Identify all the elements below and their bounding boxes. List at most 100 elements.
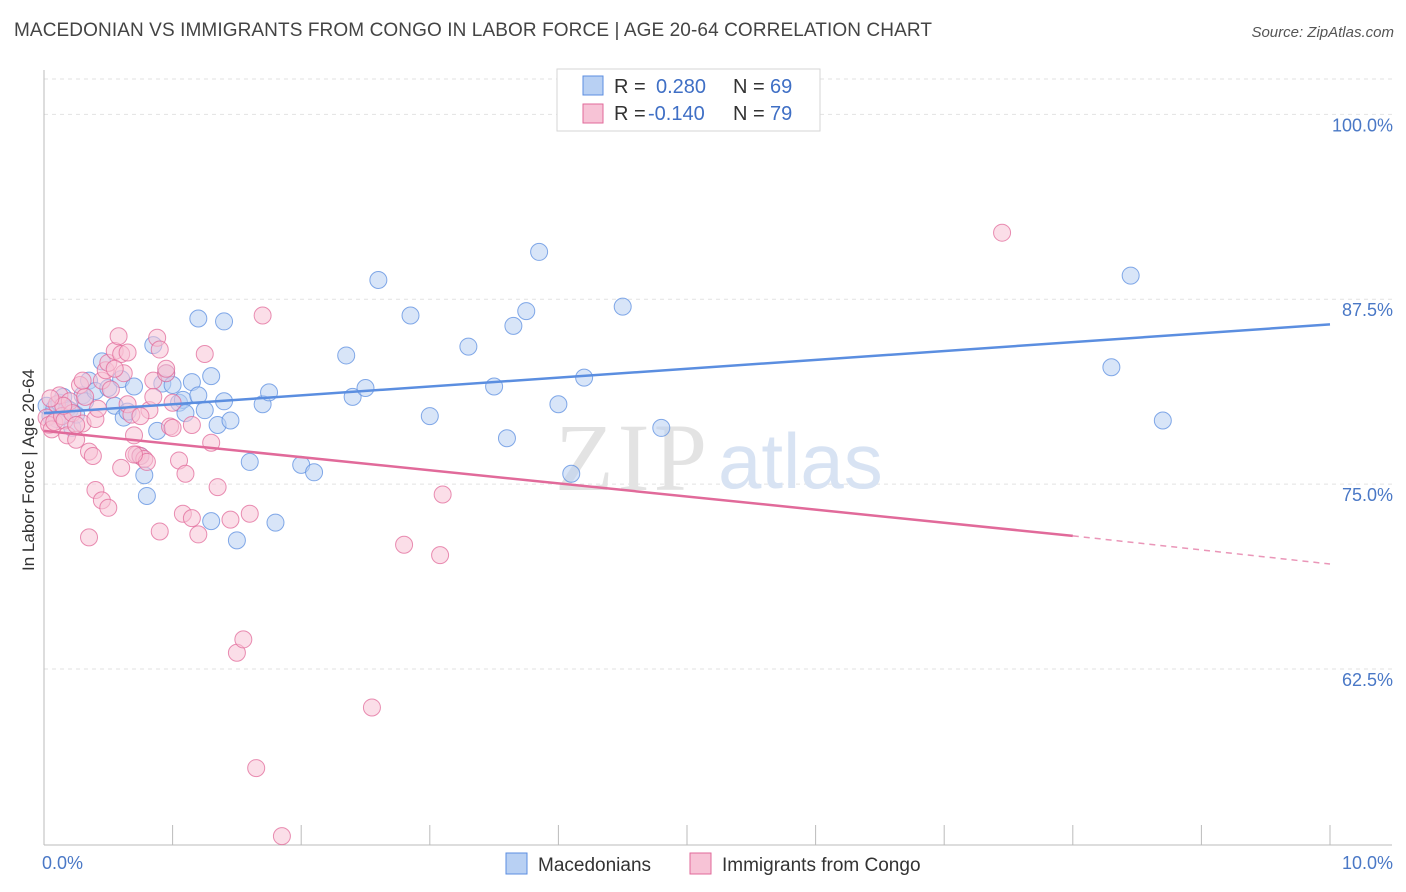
macedonian-point [337,346,356,365]
congo-point [163,418,182,437]
macedonian-point [401,306,420,325]
macedonian-point [504,316,523,335]
congo-point [208,478,227,497]
macedonian-point [652,418,671,437]
congo-point [109,327,128,346]
macedonian-trend-line [43,323,1331,415]
congo-point [182,415,201,434]
congo-point [157,359,176,378]
congo-point [182,509,201,528]
congo-point [195,344,214,363]
macedonian-point [215,312,234,331]
congo-point [112,458,131,477]
congo-point [67,415,86,434]
watermark: ZIP atlas [555,404,883,511]
macedonian-point [202,367,221,386]
y-tick-label: 75.0% [1342,485,1393,505]
chart-title: MACEDONIAN VS IMMIGRANTS FROM CONGO IN L… [14,20,933,41]
macedonian-point [221,411,240,430]
macedonian-point [305,463,324,482]
macedonian-point [1153,411,1172,430]
y-axis-label: In Labor Force | Age 20-64 [19,369,38,571]
tick-labels: 100.0% 87.5% 75.0% 62.5% 0.0% 10.0% [42,115,1393,873]
macedonian-point [202,512,221,531]
macedonian-point [549,395,568,414]
bottom-legend-swatch-congo [689,852,712,875]
congo-point [234,630,253,649]
macedonian-point [356,378,375,397]
trend-lines [43,323,1331,565]
y-tick-label: 62.5% [1342,670,1393,690]
congo-point [83,447,102,466]
congo-point [176,464,195,483]
legend-swatch-congo [582,103,604,124]
congo-point [80,528,99,547]
legend-n-value-1: 69 [770,76,792,98]
congo-point [433,485,452,504]
congo-trend-line-extension [1072,535,1331,565]
congo-trend-line [43,429,1073,538]
legend-swatch-macedonians [582,75,604,96]
macedonian-point [227,531,246,550]
grid-lines [44,78,1392,670]
macedonian-point [517,302,536,321]
macedonian-point [562,464,581,483]
congo-point [144,387,163,406]
macedonian-point [195,401,214,420]
congo-point [150,340,169,359]
congo-point [993,223,1012,242]
legend-r-value-1: 0.280 [656,76,706,98]
congo-point [99,498,118,517]
macedonian-point [125,377,144,396]
y-tick-label: 100.0% [1332,115,1393,135]
congo-point [41,389,60,408]
macedonian-point [420,407,439,426]
macedonian-point [575,368,594,387]
congo-point [150,522,169,541]
congo-point [221,510,240,529]
macedonian-point [613,297,632,316]
watermark-atlas: atlas [718,417,883,505]
congo-point [105,359,124,378]
macedonian-point [266,513,285,532]
bottom-legend-label-congo: Immigrants from Congo [722,855,921,876]
macedonian-point [1121,266,1140,285]
macedonian-point [1102,358,1121,377]
legend-r-label-2: R = [614,103,646,125]
congo-point [362,698,381,717]
legend-r-label-1: R = [614,76,646,98]
legend-r-value-2: -0.140 [648,103,705,125]
bottom-legend-swatch-macedonians [505,852,528,875]
watermark-zip: ZIP [555,404,711,511]
congo-point [253,306,272,325]
x-tick-label: 10.0% [1342,853,1393,873]
data-points [37,223,1172,846]
macedonian-point [137,486,156,505]
legend-n-label-2: N = [733,103,765,125]
congo-point [431,546,450,565]
legend-bottom: Macedonians Immigrants from Congo [505,852,921,876]
macedonian-point [497,429,516,448]
congo-point [240,504,259,523]
macedonian-point [369,271,388,290]
macedonian-point [189,309,208,328]
macedonian-point [459,337,478,356]
bottom-legend-label-macedonians: Macedonians [538,855,651,876]
legend-n-label-1: N = [733,76,765,98]
congo-point [272,827,291,846]
congo-point [101,380,120,399]
axes [43,70,1392,846]
macedonian-point [530,242,549,261]
macedonian-point [240,452,259,471]
congo-point [395,535,414,554]
legend-top: R = 0.280 N = 69 R = -0.140 N = 79 [556,68,821,132]
congo-point [189,525,208,544]
y-tick-label: 87.5% [1342,300,1393,320]
legend-n-value-2: 79 [770,103,792,125]
congo-point [73,371,92,390]
congo-point [247,759,266,778]
x-tick-label: 0.0% [42,853,83,873]
chart-source: Source: ZipAtlas.com [1251,24,1394,41]
congo-point [118,343,137,362]
